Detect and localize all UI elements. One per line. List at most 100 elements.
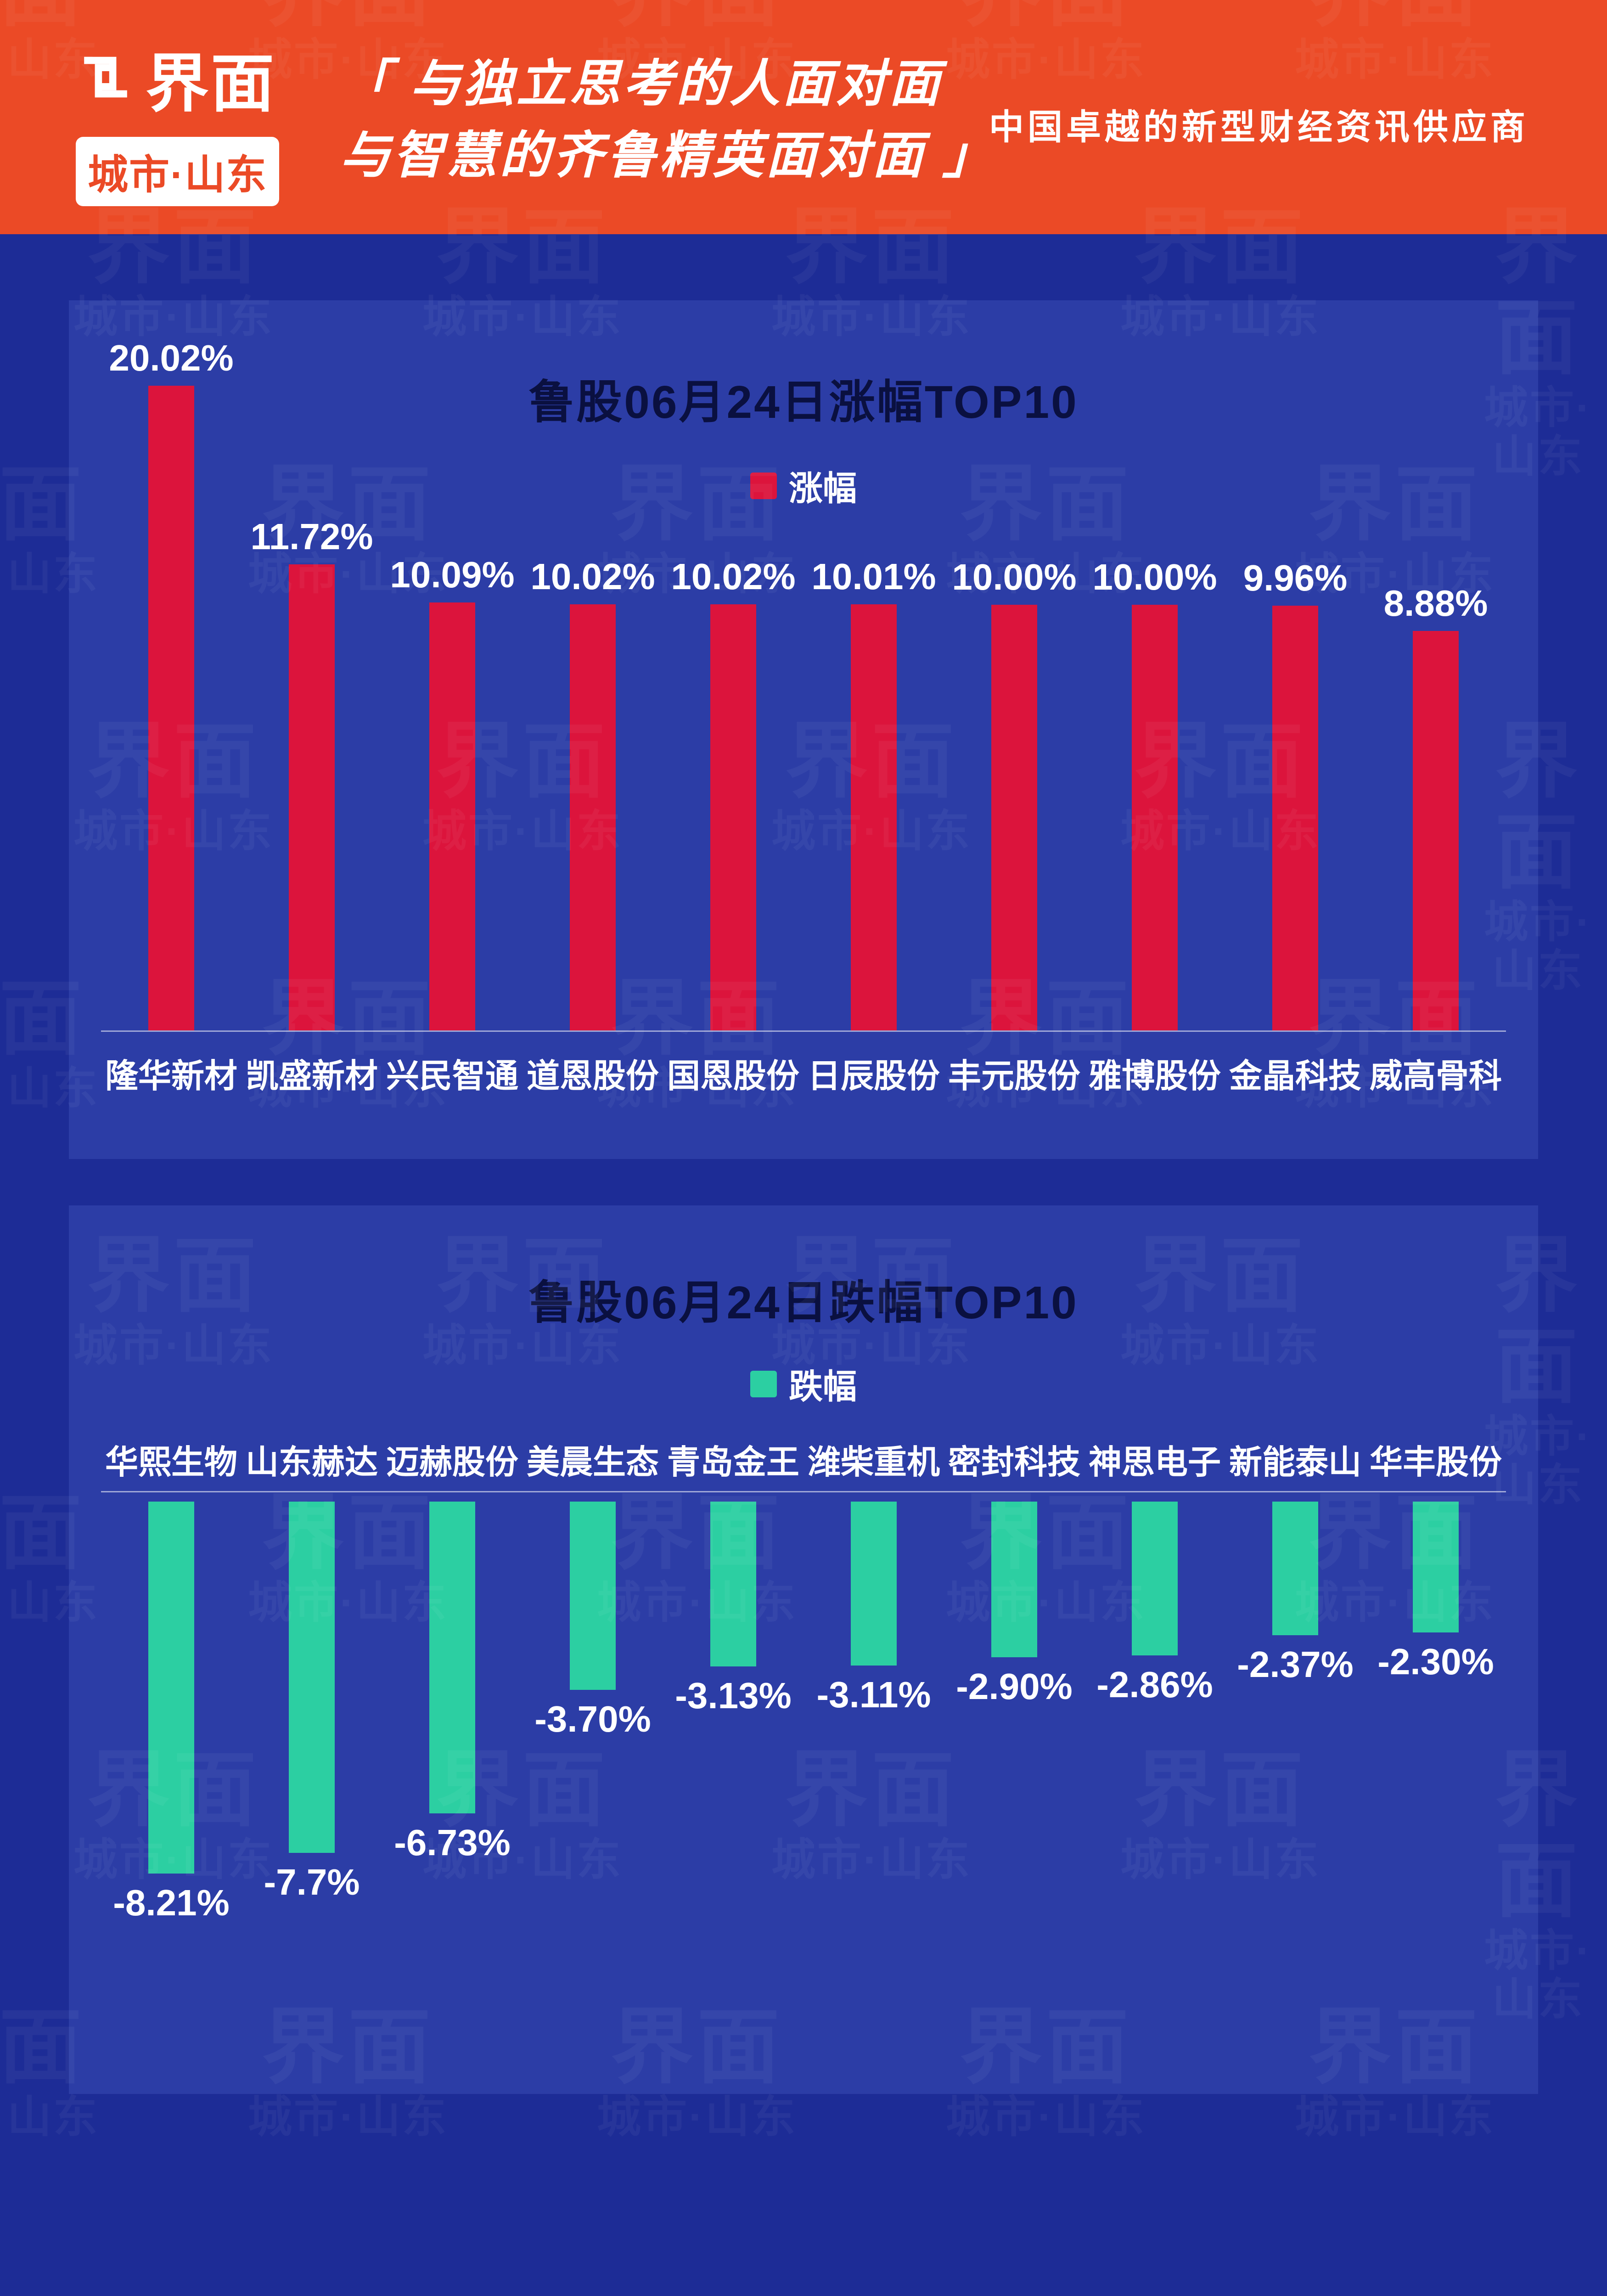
bar-value-label: 8.88% xyxy=(1383,583,1488,624)
bar-column: -2.86% xyxy=(1084,1502,1225,1706)
gain-bar xyxy=(991,605,1037,1030)
bar-column: -3.13% xyxy=(663,1502,804,1717)
bar-column: 10.00% xyxy=(944,337,1084,1030)
loss-chart-title: 鲁股06月24日跌幅TOP10 xyxy=(528,1277,1079,1328)
bar-column: -2.30% xyxy=(1365,1502,1506,1683)
bar-column: -3.70% xyxy=(523,1502,663,1740)
bar-value-label: 20.02% xyxy=(109,338,234,378)
gain-bar xyxy=(1132,605,1178,1030)
logo-subtitle: 城市·山东 xyxy=(76,137,280,206)
bar-column: 9.96% xyxy=(1225,337,1365,1030)
bar-value-label: 10.02% xyxy=(530,556,655,597)
bar-column: 11.72% xyxy=(242,337,382,1030)
category-label: 美晨生态 xyxy=(526,1444,659,1481)
bar-value-label: 10.01% xyxy=(811,556,936,597)
bar-column: 10.01% xyxy=(804,337,944,1030)
category-label: 道恩股份 xyxy=(526,1058,659,1095)
loss-bar xyxy=(1413,1502,1459,1632)
slogan-line-1: 「 与独立思考的人面对面 xyxy=(340,56,943,112)
gain-legend-swatch xyxy=(750,472,777,499)
logo-name: 界面 xyxy=(146,49,276,119)
bar-column: -8.21% xyxy=(101,1502,242,1924)
gain-legend: 涨幅 xyxy=(69,461,1538,510)
loss-chart-panel: 鲁股06月24日跌幅TOP10 跌幅 华熙生物 山东赫达 迈赫股份 美晨生态 青岛金王潍… xyxy=(69,1205,1538,2094)
header-banner: 界面 城市·山东 「 与独立思考的人面对面 与智慧的齐鲁精英面对面 」 中国卓越… xyxy=(0,0,1607,234)
bar-column: -2.90% xyxy=(944,1502,1084,1708)
category-label: 金晶科技 xyxy=(1229,1058,1361,1095)
bar-column: 20.02% xyxy=(101,337,242,1030)
loss-bar xyxy=(148,1502,194,1874)
loss-legend-swatch xyxy=(750,1370,777,1397)
loss-bar xyxy=(991,1502,1037,1657)
gain-bar xyxy=(851,604,897,1030)
jiemian-logo: 界面 城市·山东 xyxy=(76,32,280,206)
bar-value-label: -3.11% xyxy=(816,1674,931,1715)
category-label: 华熙生物 xyxy=(105,1444,237,1481)
gain-bar xyxy=(1272,606,1318,1030)
bar-value-label: -2.30% xyxy=(1377,1641,1494,1682)
loss-bar xyxy=(851,1502,897,1666)
bar-value-label: -2.37% xyxy=(1237,1644,1354,1685)
bar-column: -3.11% xyxy=(804,1502,944,1716)
gain-bar xyxy=(148,386,194,1030)
category-label: 青岛金王 xyxy=(667,1444,799,1481)
bar-value-label: 10.09% xyxy=(390,554,515,595)
category-label: 兴民智通 xyxy=(386,1058,518,1095)
slogan: 「 与独立思考的人面对面 与智慧的齐鲁精英面对面 」 xyxy=(340,48,996,191)
loss-chart-columns: -8.21% -7.7% -6.73% -3.70% -3.13% -3.11% -2.90… xyxy=(101,1502,1506,2053)
gain-bar xyxy=(1413,631,1459,1030)
loss-axis-baseline xyxy=(101,1491,1506,1492)
loss-bar xyxy=(1132,1502,1178,1655)
slogan-line-2: 与智慧的齐鲁精英面对面 」 xyxy=(340,127,996,184)
category-label: 神思电子 xyxy=(1088,1444,1221,1481)
category-label: 密封科技 xyxy=(948,1444,1080,1481)
loss-bar xyxy=(570,1502,616,1690)
category-label: 山东赫达 xyxy=(245,1444,378,1481)
loss-bar xyxy=(429,1502,475,1813)
gain-bar xyxy=(429,602,475,1030)
loss-bar xyxy=(1272,1502,1318,1635)
category-label: 新能泰山 xyxy=(1229,1444,1361,1481)
loss-legend: 跌幅 xyxy=(69,1359,1538,1408)
bar-column: -6.73% xyxy=(382,1502,523,1864)
bar-value-label: -2.86% xyxy=(1096,1664,1213,1705)
gain-chart-columns: 20.02% 11.72% 10.09% 10.02% 10.02% 10.01% 10.0… xyxy=(101,337,1506,1030)
gain-bar xyxy=(289,564,335,1030)
loss-category-row: 华熙生物 山东赫达 迈赫股份 美晨生态 青岛金王 潍柴重机 密封科技 神思电子 新能泰山 华丰股份 xyxy=(101,1435,1506,1483)
category-label: 华丰股份 xyxy=(1369,1444,1502,1481)
category-label: 迈赫股份 xyxy=(386,1444,518,1481)
bar-value-label: 9.96% xyxy=(1243,557,1348,598)
bar-value-label: 10.02% xyxy=(671,556,796,597)
category-label: 潍柴重机 xyxy=(807,1444,940,1481)
category-label: 国恩股份 xyxy=(667,1058,799,1095)
category-label: 丰元股份 xyxy=(948,1058,1080,1095)
category-label: 威高骨科 xyxy=(1369,1058,1502,1095)
bar-column: -7.7% xyxy=(242,1502,382,1903)
gain-axis-baseline xyxy=(101,1030,1506,1032)
bar-value-label: 10.00% xyxy=(952,557,1077,597)
loss-bar xyxy=(710,1502,756,1666)
gain-bar xyxy=(710,604,756,1030)
gain-chart-title: 鲁股06月24日涨幅TOP10 xyxy=(528,377,1079,428)
tagline: 中国卓越的新型财经资讯供应商 xyxy=(989,108,1529,147)
loss-bar xyxy=(289,1502,335,1853)
bar-column: 8.88% xyxy=(1365,337,1506,1030)
bar-value-label: -8.21% xyxy=(113,1882,230,1923)
jiemian-logo-icon xyxy=(76,47,135,109)
bar-column: -2.37% xyxy=(1225,1502,1365,1686)
bar-column: 10.02% xyxy=(523,337,663,1030)
bar-value-label: -6.73% xyxy=(394,1822,511,1863)
category-label: 雅博股份 xyxy=(1088,1058,1221,1095)
gain-chart-panel: 鲁股06月24日涨幅TOP10 涨幅 20.02% 11.72% 10.09% 10.… xyxy=(69,300,1538,1159)
loss-legend-label: 跌幅 xyxy=(789,1367,857,1406)
bar-column: 10.02% xyxy=(663,337,804,1030)
category-label: 凯盛新材 xyxy=(245,1058,378,1095)
bar-value-label: -3.13% xyxy=(675,1675,792,1716)
bar-column: 10.09% xyxy=(382,337,523,1030)
gain-bar xyxy=(570,604,616,1030)
bar-value-label: -7.7% xyxy=(264,1862,360,1902)
category-label: 隆华新材 xyxy=(105,1058,237,1095)
gain-category-row: 隆华新材 凯盛新材 兴民智通 道恩股份 国恩股份 日辰股份 丰元股份 雅博股份 金晶科技 威高骨科 xyxy=(101,1049,1506,1097)
bar-value-label: 11.72% xyxy=(250,516,373,557)
bar-value-label: 10.00% xyxy=(1092,557,1217,597)
